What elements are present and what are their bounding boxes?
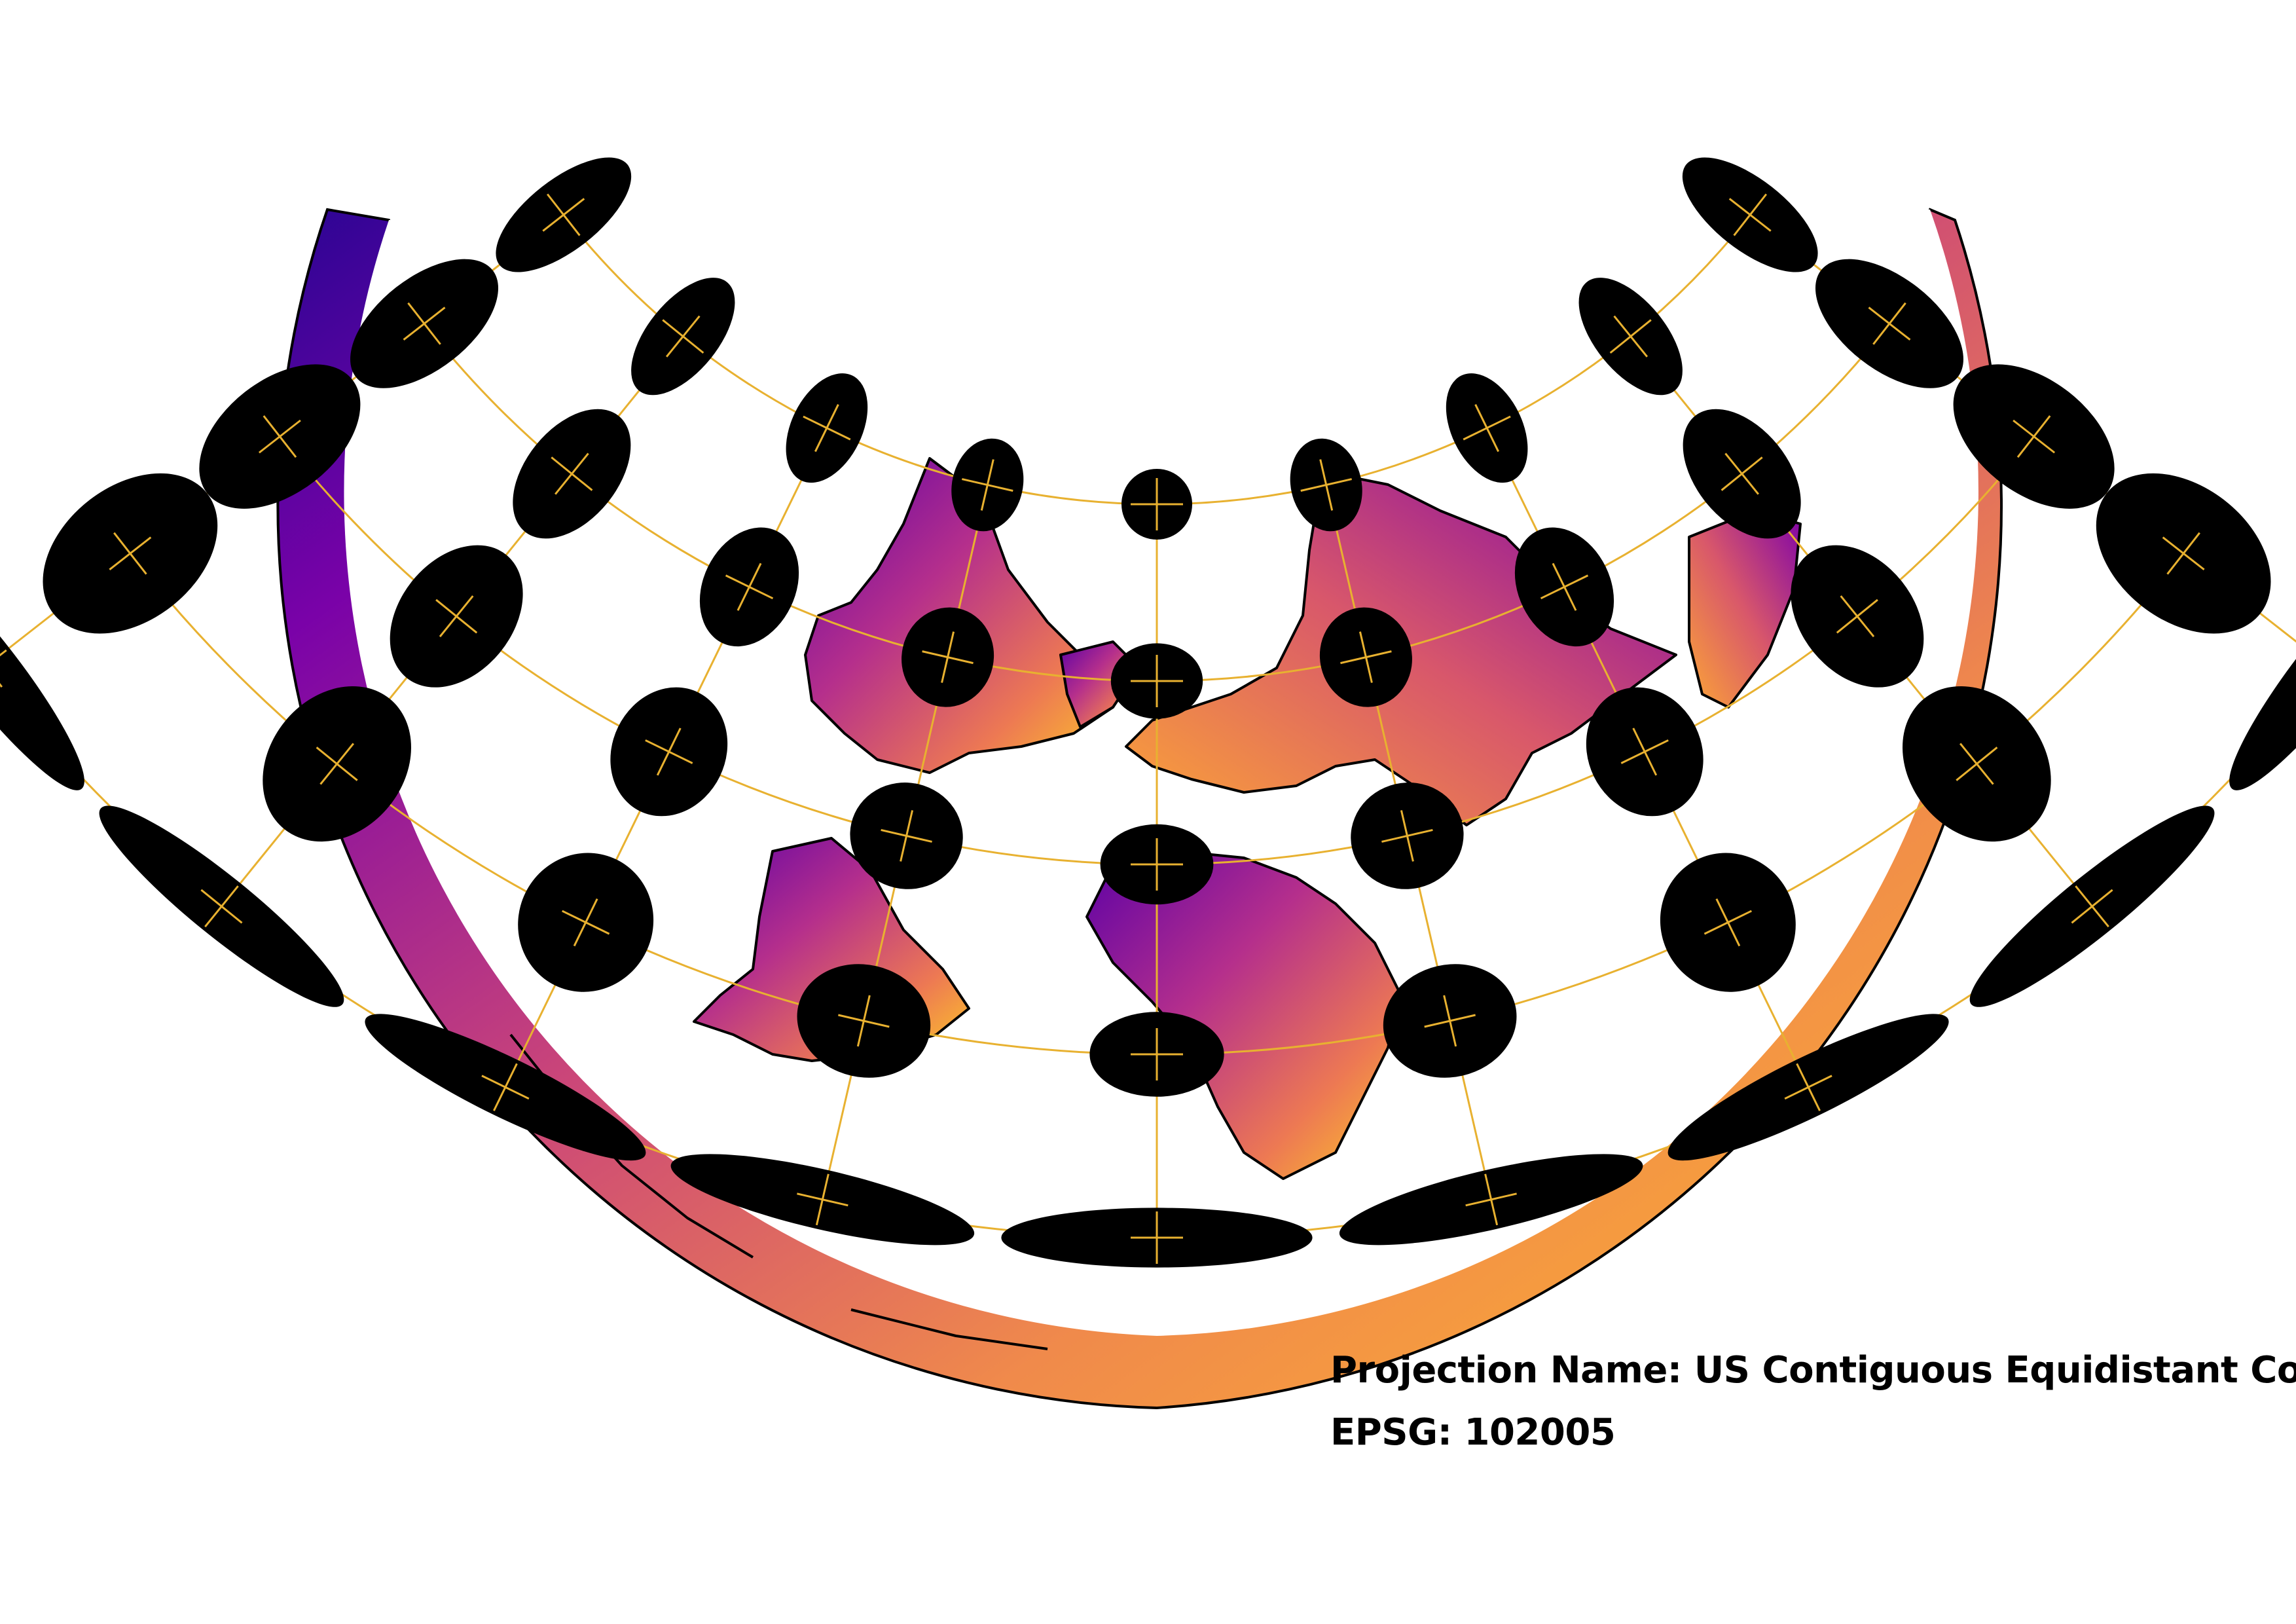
tissot-crosshair [555, 452, 589, 495]
tissot-crosshair [1319, 459, 1334, 511]
tissot-crosshair [1613, 315, 1649, 358]
tissot-crosshair [542, 198, 585, 232]
tissot-crosshair [2013, 419, 2056, 454]
tissot-crosshair [1715, 898, 1741, 947]
tissot-crosshair [1358, 631, 1373, 683]
projection-name-caption: Projection Name: US Contiguous Equidista… [1330, 1349, 2296, 1392]
tissot-crosshair [2162, 536, 2205, 570]
tissot-crosshair [1474, 404, 1500, 452]
tissot-crosshair [2075, 885, 2109, 928]
tissot-crosshair [1868, 306, 1911, 341]
tissot-crosshair [1959, 743, 1994, 785]
tissot-crosshair [665, 315, 701, 358]
tissot-crosshair [900, 810, 914, 862]
epsg-value: 102005 [1464, 1411, 1616, 1454]
tissot-crosshair [1840, 595, 1875, 638]
tissot-crosshair [815, 1173, 829, 1226]
tissot-crosshair [1443, 995, 1457, 1047]
epsg-caption: EPSG: 102005 [1330, 1411, 1616, 1454]
projection-name-separator: : [1667, 1349, 1682, 1392]
tissot-crosshair [109, 536, 152, 570]
projection-name-label: Projection Name [1330, 1349, 1667, 1392]
tissot-crosshair [1724, 452, 1759, 495]
epsg-separator: : [1437, 1411, 1452, 1454]
tissot-crosshair [204, 885, 239, 928]
tissot-crosshair [1632, 728, 1658, 776]
tissot-ellipse [2229, 542, 2296, 790]
tissot-crosshair [1552, 563, 1577, 611]
landmass-antarctica-east [850, 1308, 1048, 1350]
tissot-indicatrices [0, 157, 2296, 1268]
tissot-crosshair [1484, 1173, 1499, 1226]
tissot-crosshair [403, 306, 446, 341]
tissot-crosshair [856, 995, 871, 1047]
tissot-crosshair [493, 1063, 518, 1111]
projection-interior [344, 210, 1978, 1336]
tissot-crosshair [1796, 1063, 1821, 1111]
tissot-crosshair [814, 404, 839, 452]
landmass-africa [1085, 850, 1402, 1180]
tissot-crosshair [1728, 198, 1772, 232]
tissot-crosshair [941, 631, 955, 683]
tissot-crosshair [439, 595, 474, 638]
tissot-ellipse [0, 542, 84, 790]
tissot-crosshair [1400, 810, 1414, 862]
epsg-label: EPSG [1330, 1411, 1438, 1454]
tissot-crosshair [656, 728, 682, 776]
tissot-crosshair [737, 563, 762, 611]
tissot-crosshair [980, 459, 994, 511]
tissot-crosshair [319, 743, 354, 785]
tissot-crosshair [258, 419, 301, 454]
projection-name-value: US Contiguous Equidistant Conic [1694, 1349, 2296, 1392]
tissot-crosshair [573, 898, 598, 947]
